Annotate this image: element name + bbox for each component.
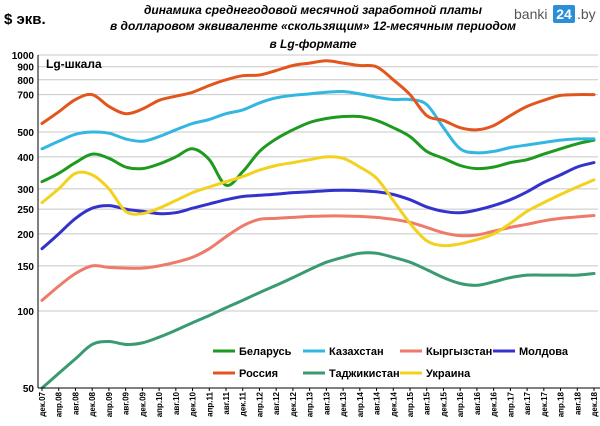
y-tick-label: 500 <box>17 128 34 139</box>
x-tick-label: авг.14 <box>373 391 382 415</box>
x-tick-label: дек.08 <box>88 391 97 416</box>
x-tick-label: авг.18 <box>573 391 582 415</box>
x-tick-label: апр.16 <box>456 391 465 417</box>
x-tick-label: апр.15 <box>406 391 415 417</box>
y-tick-label: 50 <box>23 384 35 395</box>
y-tick-label: 100 <box>17 307 34 318</box>
legend-label-kyrgyzstan: Кыргызстан <box>426 346 492 358</box>
x-tick-label: дек.11 <box>239 391 248 416</box>
x-tick-label: авг.12 <box>272 391 281 415</box>
series-line-tajikistan <box>40 251 596 390</box>
legend-label-kazakhstan: Казахстан <box>329 346 384 358</box>
x-tick-label: дек.13 <box>339 391 348 416</box>
x-tick-label: апр.13 <box>306 391 315 417</box>
y-tick-label: 300 <box>17 185 34 196</box>
x-tick-label: апр.09 <box>105 391 114 417</box>
legend-label-ukraine: Украина <box>426 368 471 380</box>
series-line-belarus <box>40 114 596 187</box>
legend: Беларусь Казахстан Кыргызстан Молдова Россия… <box>213 346 569 380</box>
legend-label-russia: Россия <box>239 368 278 380</box>
unit-label: $ экв. <box>4 11 46 28</box>
y-tick-label: 800 <box>17 76 34 87</box>
series-line-ukraine <box>40 155 596 248</box>
y-tick-label: 200 <box>17 230 34 241</box>
chart-title-line-1: динамика среднегодовой месячной заработн… <box>144 3 483 17</box>
legend-label-belarus: Беларусь <box>239 346 292 358</box>
x-tick-label: авг.10 <box>172 391 181 415</box>
x-tick-label: дек.09 <box>138 391 147 416</box>
logo-number: 24 <box>556 6 572 22</box>
x-tick-label: дек.10 <box>189 391 198 416</box>
y-tick-label: 400 <box>17 153 34 164</box>
chart-title-line-3: в Lg-формате <box>269 37 356 51</box>
x-tick-label: дек.12 <box>289 391 298 416</box>
logo: banki 24 .by <box>514 5 596 23</box>
x-tick-label: дек.07 <box>38 391 47 416</box>
x-tick-label: дек.16 <box>490 391 499 416</box>
x-tick-label: апр.10 <box>155 391 164 417</box>
scale-note: Lg-шкала <box>46 57 102 71</box>
series-line-kyrgyzstan <box>40 214 596 302</box>
x-axis-ticks: дек.07 апр.08 авг.08 дек.08 апр.09 авг.09 дек.… <box>38 388 599 417</box>
legend-label-moldova: Молдова <box>519 346 569 358</box>
y-tick-label: 1000 <box>12 51 35 62</box>
y-tick-label: 150 <box>17 262 34 273</box>
logo-badge <box>553 5 575 23</box>
x-tick-label: авг.15 <box>423 391 432 415</box>
logo-text: banki <box>514 6 547 22</box>
y-tick-label: 900 <box>17 63 34 74</box>
x-tick-label: апр.08 <box>55 391 64 417</box>
x-tick-label: апр.11 <box>205 391 214 416</box>
y-tick-label: 700 <box>17 91 34 102</box>
y-tick-label: 250 <box>17 205 34 216</box>
x-tick-label: дек.17 <box>540 391 549 416</box>
logo-suffix: .by <box>577 6 596 22</box>
x-tick-label: авг.09 <box>122 391 131 415</box>
legend-label-tajikistan: Таджикистан <box>329 368 400 380</box>
grid <box>38 54 598 389</box>
x-tick-label: авг.08 <box>71 391 80 415</box>
series-line-kazakhstan <box>40 89 596 155</box>
x-tick-label: авг.11 <box>222 391 231 414</box>
x-tick-label: авг.16 <box>473 391 482 415</box>
x-tick-label: дек.14 <box>389 391 398 416</box>
x-tick-label: авг.17 <box>523 391 532 415</box>
series-lines <box>40 59 596 390</box>
series-line-russia <box>40 59 596 132</box>
x-tick-label: апр.18 <box>557 391 566 417</box>
x-tick-label: авг.13 <box>322 391 331 415</box>
x-tick-label: апр.17 <box>506 391 515 417</box>
series-line-moldova <box>40 161 596 251</box>
chart-title-line-2: в долларовом эквиваленте «скользящим» 12… <box>110 19 516 33</box>
x-tick-label: апр.14 <box>356 391 365 417</box>
x-tick-label: апр.12 <box>255 391 264 417</box>
x-tick-label: дек.18 <box>590 391 599 416</box>
x-tick-label: дек.15 <box>439 391 448 416</box>
